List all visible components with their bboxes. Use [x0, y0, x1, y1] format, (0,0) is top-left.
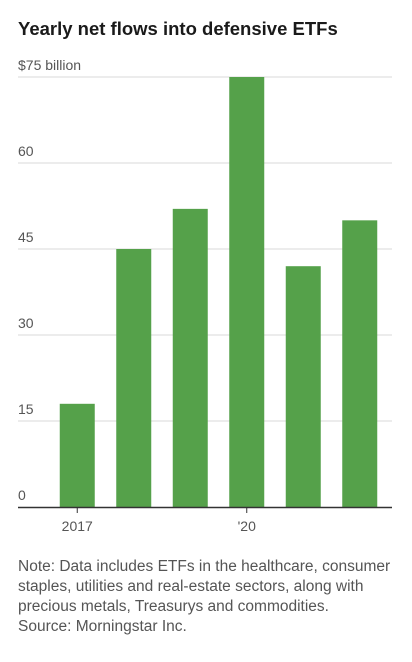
x-tick-label: 2017: [62, 518, 93, 534]
x-tick-label: '20: [238, 518, 256, 534]
chart-title: Yearly net flows into defensive ETFs: [18, 18, 338, 39]
y-tick-label: $75 billion: [18, 57, 81, 73]
y-tick-label: 45: [18, 229, 34, 245]
note-text: Note: Data includes ETFs in the healthca…: [18, 558, 391, 615]
y-tick-label: 60: [18, 143, 34, 159]
bar: [229, 77, 265, 507]
bar: [116, 249, 152, 507]
source-text: Source: Morningstar Inc.: [18, 618, 187, 635]
bar: [59, 403, 95, 507]
y-tick-label: 30: [18, 315, 34, 331]
bar: [285, 266, 321, 507]
bar: [342, 220, 378, 508]
chart-note: Note: Data includes ETFs in the healthca…: [18, 557, 402, 637]
y-tick-label: 15: [18, 401, 34, 417]
y-tick-label: 0: [18, 487, 26, 503]
bar: [172, 208, 208, 507]
bar-chart: 0 15 30 45 60 $75 billion 2017 '20: [18, 57, 392, 534]
